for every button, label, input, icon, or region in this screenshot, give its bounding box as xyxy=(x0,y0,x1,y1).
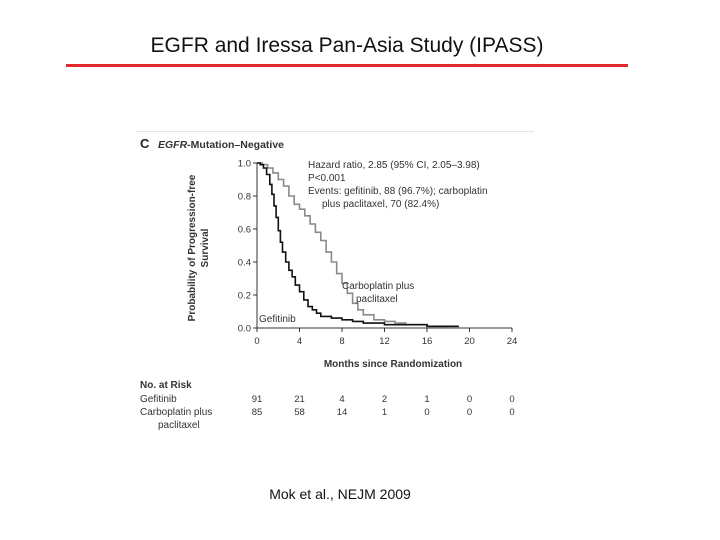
y-tick-label: 0.4 xyxy=(238,258,251,269)
annotation-line-3: Events: gefitinib, 88 (96.7%); carboplat… xyxy=(308,186,488,197)
y-tick-label: 1.0 xyxy=(238,159,251,170)
x-tick-label: 4 xyxy=(297,336,302,347)
risk-count: 0 xyxy=(424,407,429,418)
x-tick-label: 12 xyxy=(379,336,390,347)
axes: 0.0 0.2 0.4 0.6 0.8 1.0 0 4 8 12 16 20 24 xyxy=(238,159,518,348)
risk-row-label-carboplatin: Carboplatin plus xyxy=(140,407,212,418)
risk-row-label-carboplatin-2: paclitaxel xyxy=(158,420,200,431)
gefitinib-curve xyxy=(257,162,459,328)
panel-title-italic: EGFR xyxy=(158,139,188,151)
y-tick-label: 0.2 xyxy=(238,291,251,302)
y-axis-label-line2: Survival xyxy=(200,228,211,267)
slide-title: EGFR and Iressa Pan-Asia Study (IPASS) xyxy=(150,34,544,57)
y-tick-label: 0.6 xyxy=(238,225,251,236)
x-tick-label: 0 xyxy=(254,336,259,347)
survival-curves xyxy=(257,162,459,328)
annotation-line-4: plus paclitaxel, 70 (82.4%) xyxy=(322,199,439,210)
risk-count: 2 xyxy=(382,394,387,405)
risk-count: 58 xyxy=(294,407,305,418)
annotation-line-1: Hazard ratio, 2.85 (95% CI, 2.05–3.98) xyxy=(308,160,480,171)
risk-count: 0 xyxy=(509,407,514,418)
km-figure-panel: C EGFR-Mutation–Negative Probability of … xyxy=(136,128,536,440)
risk-table-header: No. at Risk xyxy=(140,380,192,391)
risk-count: 0 xyxy=(467,407,472,418)
y-axis-label-line1: Probability of Progression-free xyxy=(187,174,198,321)
risk-count: 0 xyxy=(509,394,514,405)
panel-title-rest: -Mutation–Negative xyxy=(187,139,284,151)
citation: Mok et al., NEJM 2009 xyxy=(269,486,411,502)
risk-row-label-gefitinib: Gefitinib xyxy=(140,394,177,405)
y-tick-label: 0.8 xyxy=(238,192,251,203)
risk-count: 4 xyxy=(339,394,344,405)
risk-count: 1 xyxy=(382,407,387,418)
carboplatin-curve-label-line1: Carboplatin plus xyxy=(342,281,414,292)
figure-top-edge xyxy=(136,131,534,132)
risk-count: 14 xyxy=(337,407,348,418)
risk-count: 91 xyxy=(252,394,263,405)
x-tick-label: 8 xyxy=(339,336,344,347)
x-tick-label: 20 xyxy=(464,336,475,347)
title-divider xyxy=(66,64,628,67)
risk-table-values: 91 21 4 2 1 0 085 58 14 1 0 0 0 xyxy=(252,394,515,418)
x-tick-label: 16 xyxy=(422,336,433,347)
km-plot: C EGFR-Mutation–Negative Probability of … xyxy=(140,136,518,431)
risk-count: 85 xyxy=(252,407,263,418)
carboplatin-paclitaxel-curve xyxy=(257,162,449,328)
panel-letter: C xyxy=(140,136,150,151)
risk-count: 21 xyxy=(294,394,305,405)
risk-count: 0 xyxy=(467,394,472,405)
annotation-line-2: P<0.001 xyxy=(308,173,346,184)
gefitinib-curve-label: Gefitinib xyxy=(259,314,296,325)
x-tick-label: 24 xyxy=(507,336,518,347)
carboplatin-curve-label-line2: paclitaxel xyxy=(356,294,398,305)
x-axis-label: Months since Randomization xyxy=(324,359,462,370)
y-tick-label: 0.0 xyxy=(238,324,251,335)
panel-title: EGFR-Mutation–Negative xyxy=(158,139,284,151)
risk-count: 1 xyxy=(424,394,429,405)
